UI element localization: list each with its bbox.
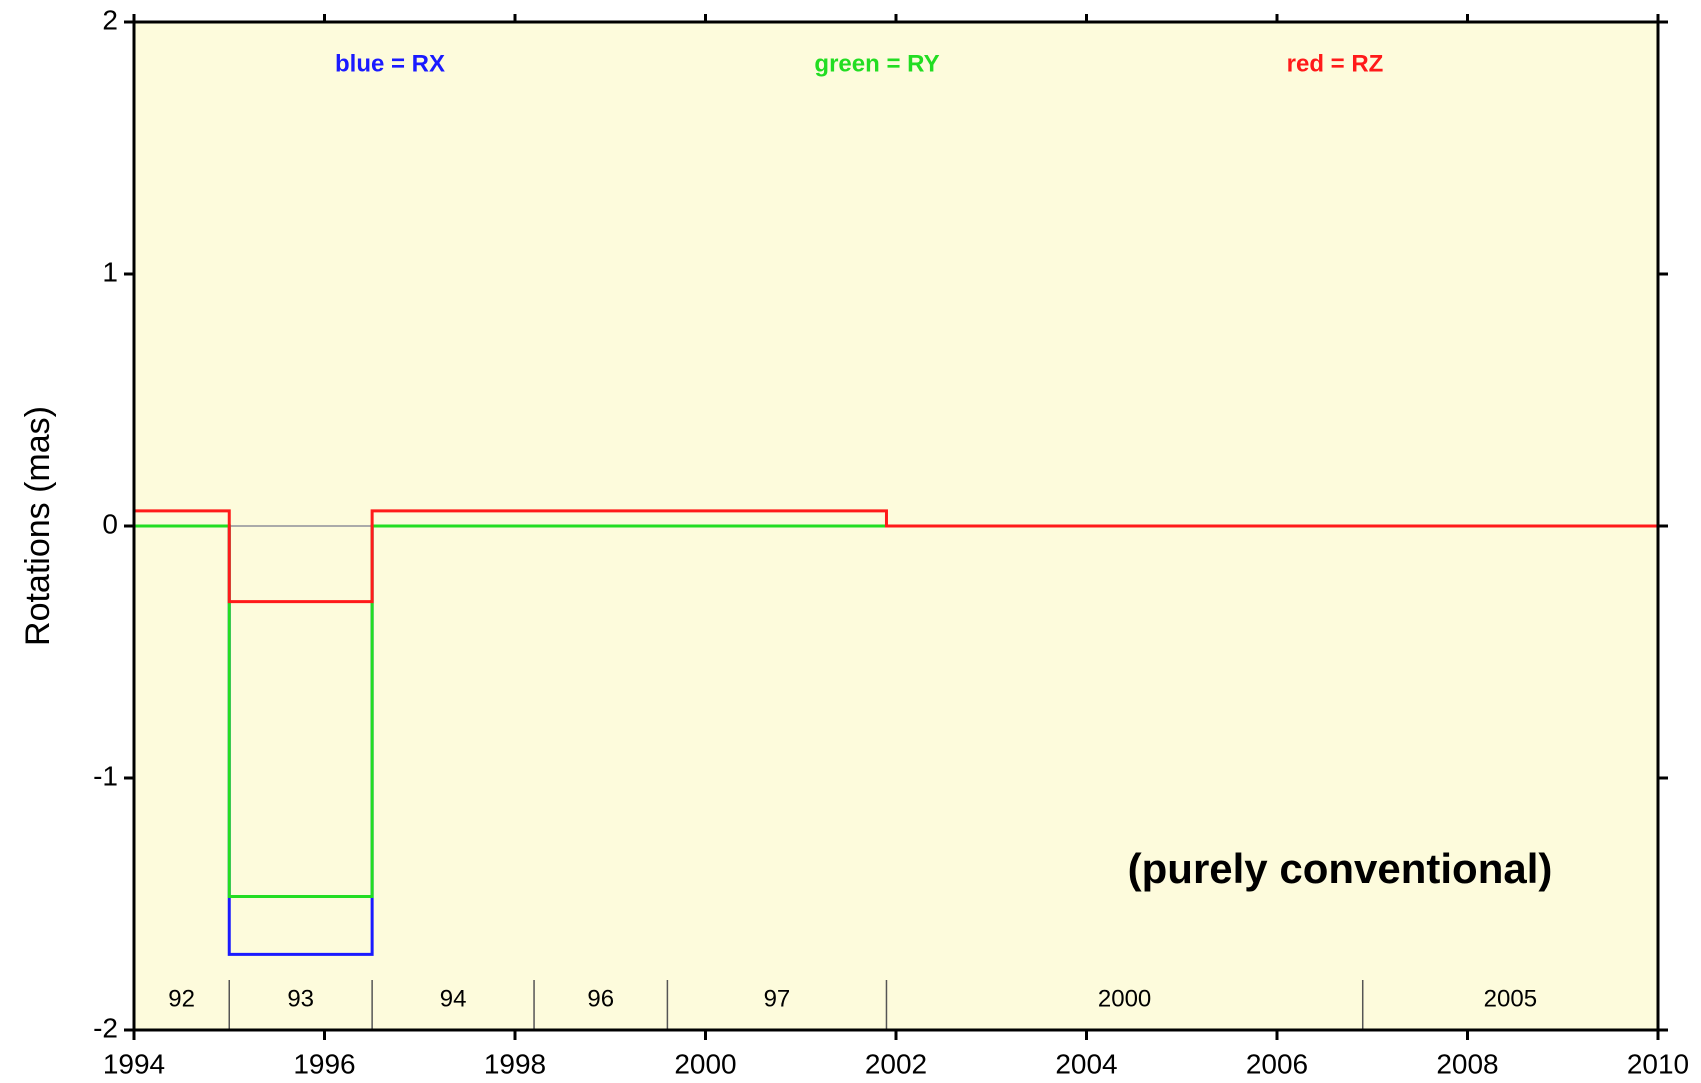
y-tick-label: -2: [93, 1012, 118, 1043]
period-label: 2005: [1484, 985, 1537, 1012]
y-tick-label: 0: [102, 508, 118, 539]
x-tick-label: 2004: [1055, 1048, 1117, 1079]
annotation: blue = RX: [335, 50, 445, 77]
x-tick-label: 2002: [865, 1048, 927, 1079]
y-axis-label: Rotations (mas): [19, 406, 57, 646]
x-tick-label: 2000: [674, 1048, 736, 1079]
annotation: red = RZ: [1287, 50, 1384, 77]
y-tick-label: 2: [102, 4, 118, 35]
period-label: 94: [440, 985, 467, 1012]
y-tick-label: 1: [102, 256, 118, 287]
annotation: green = RY: [814, 50, 939, 77]
x-tick-label: 1996: [293, 1048, 355, 1079]
x-tick-label: 2008: [1436, 1048, 1498, 1079]
x-tick-label: 2010: [1627, 1048, 1689, 1079]
period-label: 97: [764, 985, 791, 1012]
x-tick-label: 2006: [1246, 1048, 1308, 1079]
series-line: [134, 524, 1658, 898]
period-label: 2000: [1098, 985, 1151, 1012]
period-label: 92: [168, 985, 195, 1012]
period-label: 93: [287, 985, 314, 1012]
x-tick-label: 1998: [484, 1048, 546, 1079]
series-line: [134, 509, 1658, 604]
y-tick-label: -1: [93, 760, 118, 791]
period-label: 96: [587, 985, 614, 1012]
annotation: (purely conventional): [1128, 845, 1553, 892]
x-tick-label: 1994: [103, 1048, 165, 1079]
